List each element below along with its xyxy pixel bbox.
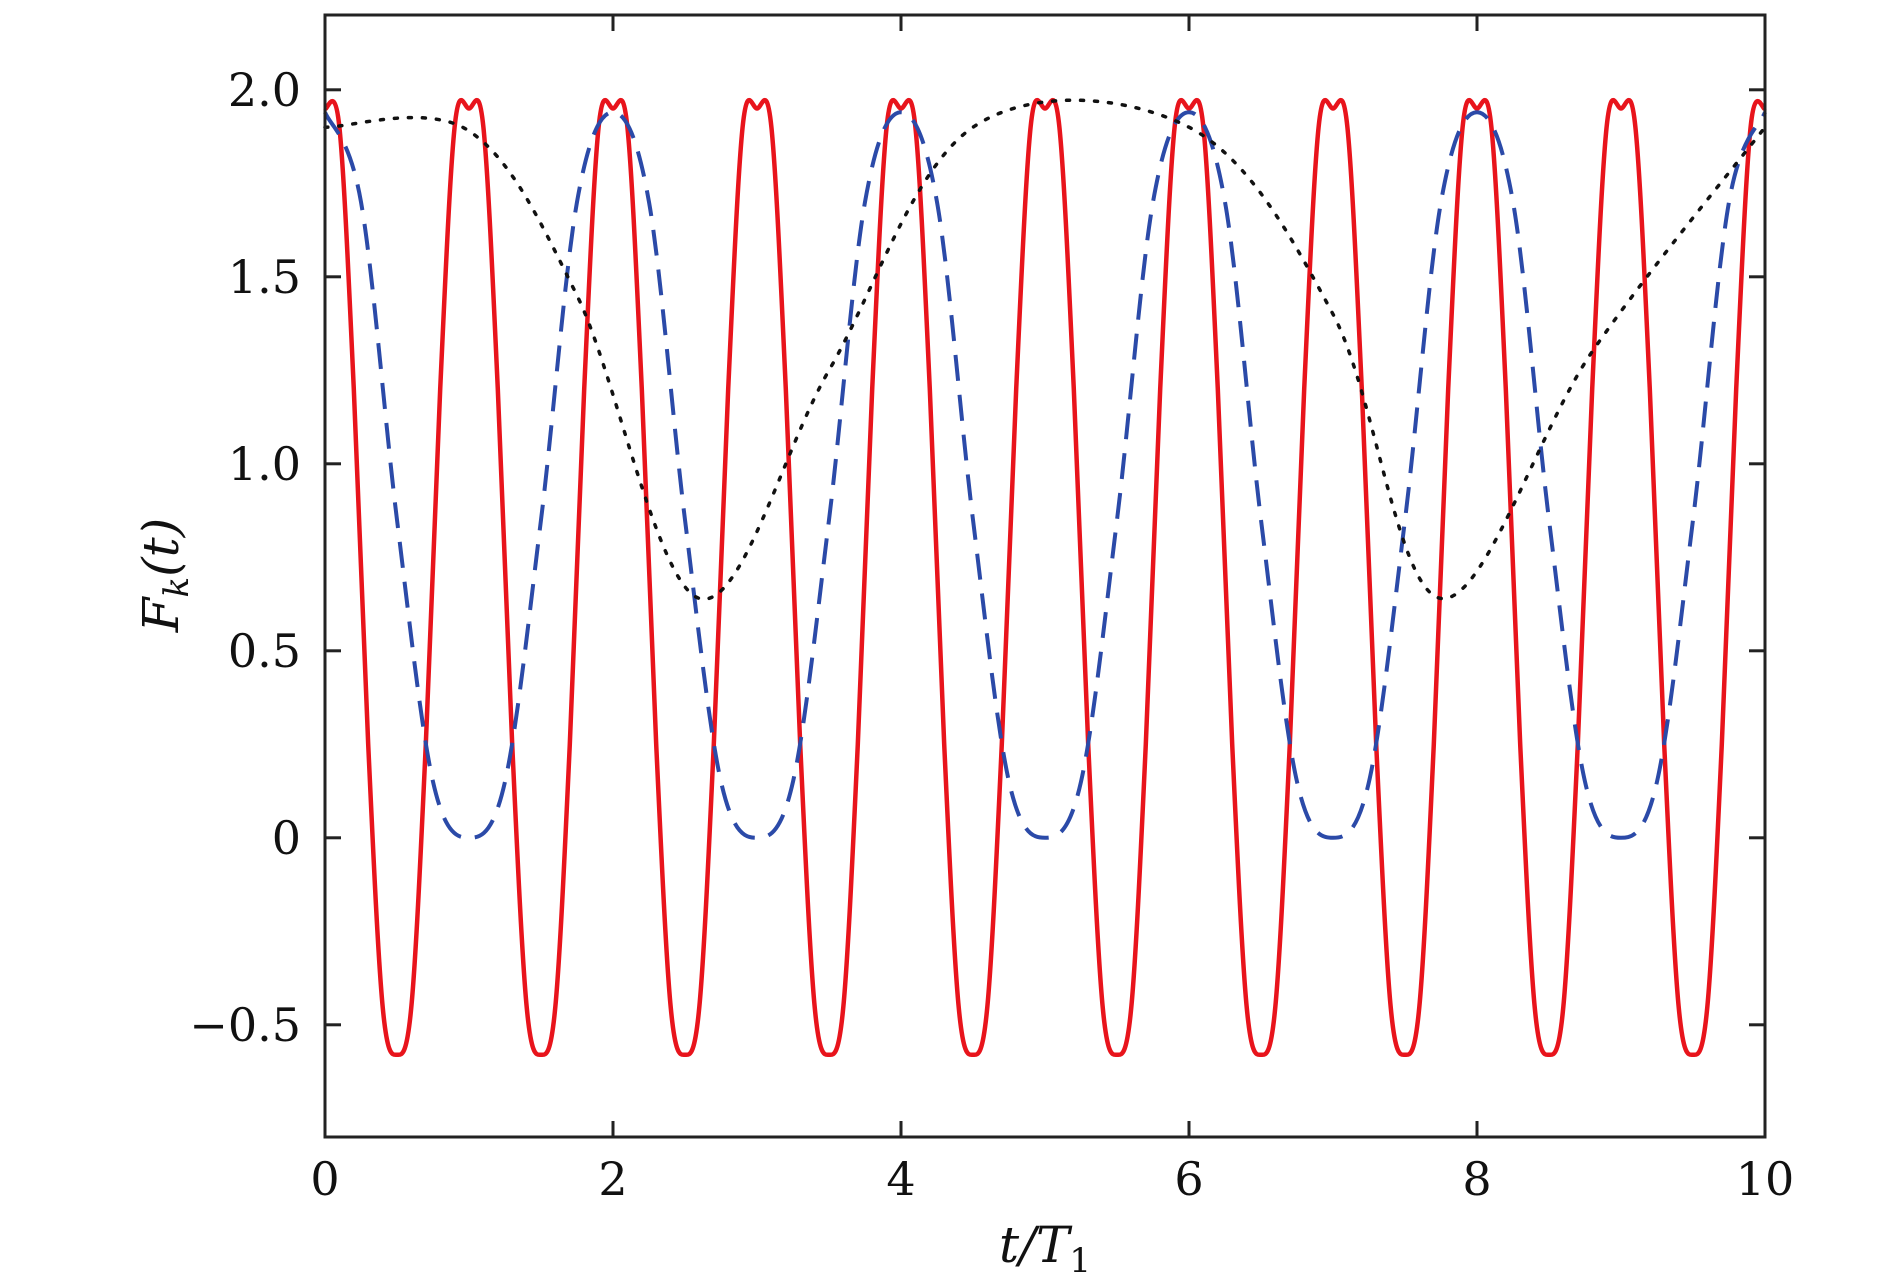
series-line-solid [322, 97, 1768, 1058]
y-tick-label: 0 [272, 811, 301, 865]
x-tick-label: 8 [1462, 1152, 1491, 1206]
series-line-dashed [323, 110, 1767, 840]
y-axis-label-suffix: (t) [132, 518, 190, 577]
plot-frame [323, 13, 1767, 1139]
x-tick-label: 10 [1736, 1152, 1795, 1206]
series-layer [322, 97, 1768, 1058]
x-axis-label: t/T1 [999, 1216, 1091, 1276]
y-tick-label: 1.5 [228, 250, 301, 304]
y-tick-label: −0.5 [189, 998, 301, 1052]
x-tick-label: 2 [598, 1152, 627, 1206]
y-tick-label: 2.0 [228, 63, 301, 117]
x-tick-label: 0 [310, 1152, 339, 1206]
ticks-layer: 0 2 4 6 8 10 −0.5 0 0.5 1.0 1.5 2.0 [189, 15, 1794, 1206]
x-tick-label: 4 [886, 1152, 915, 1206]
y-axis-label-subscript: k [157, 577, 197, 598]
y-axis-label: Fk(t) [132, 518, 197, 633]
y-tick-label: 0.5 [228, 624, 301, 678]
x-tick-label: 6 [1174, 1152, 1203, 1206]
y-tick-label: 1.0 [228, 437, 301, 491]
x-axis-label-subscript: 1 [1069, 1241, 1091, 1276]
